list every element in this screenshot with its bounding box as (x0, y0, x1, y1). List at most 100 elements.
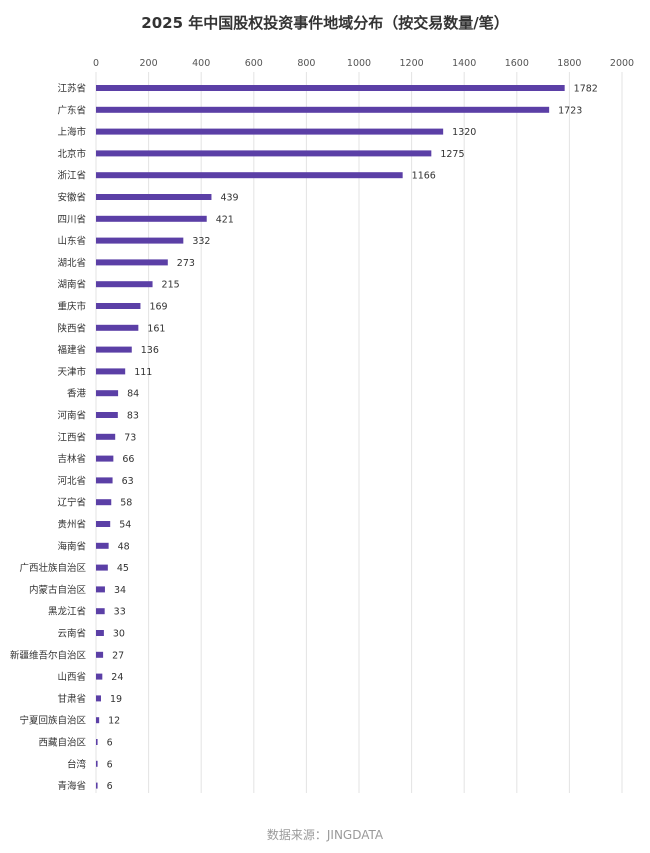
data-label: 332 (192, 236, 210, 247)
category-label: 天津市 (57, 366, 86, 378)
bars (96, 85, 565, 789)
bar (96, 782, 98, 789)
category-label: 山西省 (57, 671, 86, 683)
data-label: 1320 (452, 127, 476, 138)
grid-lines (95, 72, 623, 793)
data-label: 66 (122, 454, 134, 465)
category-label: 陕西省 (57, 322, 86, 334)
bar (96, 717, 100, 724)
category-label: 海南省 (57, 540, 86, 552)
data-label: 6 (107, 759, 113, 770)
x-axis-ticks: 0 200 400 600 800 1000 1200 1400 1600 1800 2000 (93, 58, 634, 69)
category-label: 云南省 (57, 628, 86, 640)
category-label: 西藏自治区 (38, 737, 86, 749)
category-label: 青海省 (57, 780, 86, 792)
x-tick-label: 1400 (452, 58, 476, 69)
category-label: 宁夏回族自治区 (19, 715, 86, 727)
category-label: 香港 (67, 388, 87, 400)
data-label: 45 (117, 563, 129, 574)
bar (96, 433, 116, 440)
bar (96, 215, 207, 222)
category-label: 甘肃省 (57, 693, 86, 705)
x-tick-label: 2000 (610, 58, 634, 69)
data-label: 73 (124, 432, 136, 443)
data-label: 1782 (574, 84, 598, 95)
x-tick-label: 1200 (400, 58, 424, 69)
bar (96, 390, 119, 397)
bar (96, 695, 101, 702)
data-label: 161 (147, 323, 165, 334)
bar (96, 673, 103, 680)
data-label: 24 (111, 672, 123, 683)
category-label: 上海市 (57, 126, 86, 138)
bar (96, 281, 153, 288)
bar (96, 259, 168, 266)
bar (96, 586, 105, 593)
data-label: 30 (113, 629, 125, 640)
bar (96, 477, 113, 484)
category-label: 浙江省 (57, 170, 86, 182)
data-label: 1166 (412, 171, 436, 182)
x-tick-label: 1800 (557, 58, 581, 69)
x-tick-label: 600 (245, 58, 263, 69)
data-label: 63 (122, 476, 134, 487)
category-label: 台湾 (67, 758, 87, 770)
category-label: 河南省 (57, 410, 86, 422)
bar (96, 455, 114, 462)
data-label: 58 (120, 498, 132, 509)
bar (96, 499, 112, 506)
bar (96, 237, 184, 244)
data-label: 34 (114, 585, 126, 596)
data-label: 83 (127, 411, 139, 422)
bar (96, 128, 444, 135)
x-tick-label: 1600 (505, 58, 529, 69)
category-label: 重庆市 (57, 301, 86, 313)
category-label: 山东省 (57, 235, 86, 247)
bar (96, 368, 126, 375)
category-label: 安徽省 (57, 192, 86, 204)
data-label: 136 (141, 345, 159, 356)
bar (96, 739, 98, 745)
data-label: 1275 (440, 149, 464, 160)
category-label: 广西壮族自治区 (19, 562, 86, 574)
category-label: 新疆维吾尔自治区 (10, 649, 87, 661)
category-label: 江西省 (57, 431, 86, 443)
x-tick-label: 1000 (347, 58, 371, 69)
data-label: 273 (177, 258, 195, 269)
x-tick-label: 400 (192, 58, 210, 69)
category-label: 广东省 (57, 104, 86, 116)
bar (96, 346, 132, 353)
category-label: 辽宁省 (57, 497, 86, 509)
bar (96, 194, 212, 200)
category-label: 吉林省 (57, 453, 86, 465)
data-label: 54 (119, 520, 131, 531)
category-label: 四川省 (57, 213, 86, 225)
bar (96, 564, 108, 571)
category-label: 湖南省 (57, 279, 86, 291)
bar (96, 608, 105, 615)
chart-title: 2025 年中国股权投资事件地域分布（按交易数量/笔） (141, 14, 509, 32)
category-label: 福建省 (57, 344, 86, 356)
data-label: 19 (110, 694, 122, 705)
data-label: 169 (149, 302, 167, 313)
bar (96, 521, 111, 527)
category-label: 内蒙古自治区 (29, 584, 87, 596)
bar (96, 150, 432, 157)
data-label: 6 (107, 738, 113, 749)
category-label: 北京市 (57, 148, 86, 160)
category-label: 贵州省 (57, 519, 86, 531)
bar (96, 172, 403, 179)
y-axis-categories: 江苏省广东省上海市北京市浙江省安徽省四川省山东省湖北省湖南省重庆市陕西省福建省天… (10, 83, 87, 793)
category-label: 湖北省 (57, 257, 86, 269)
bar (96, 651, 104, 658)
bar (96, 106, 550, 113)
data-label: 111 (134, 367, 152, 378)
bar (96, 412, 118, 418)
category-label: 河北省 (57, 475, 86, 487)
bar (96, 85, 565, 91)
data-label: 421 (216, 214, 234, 225)
data-label: 33 (114, 607, 126, 618)
bar (96, 630, 104, 636)
data-label: 84 (127, 389, 139, 400)
